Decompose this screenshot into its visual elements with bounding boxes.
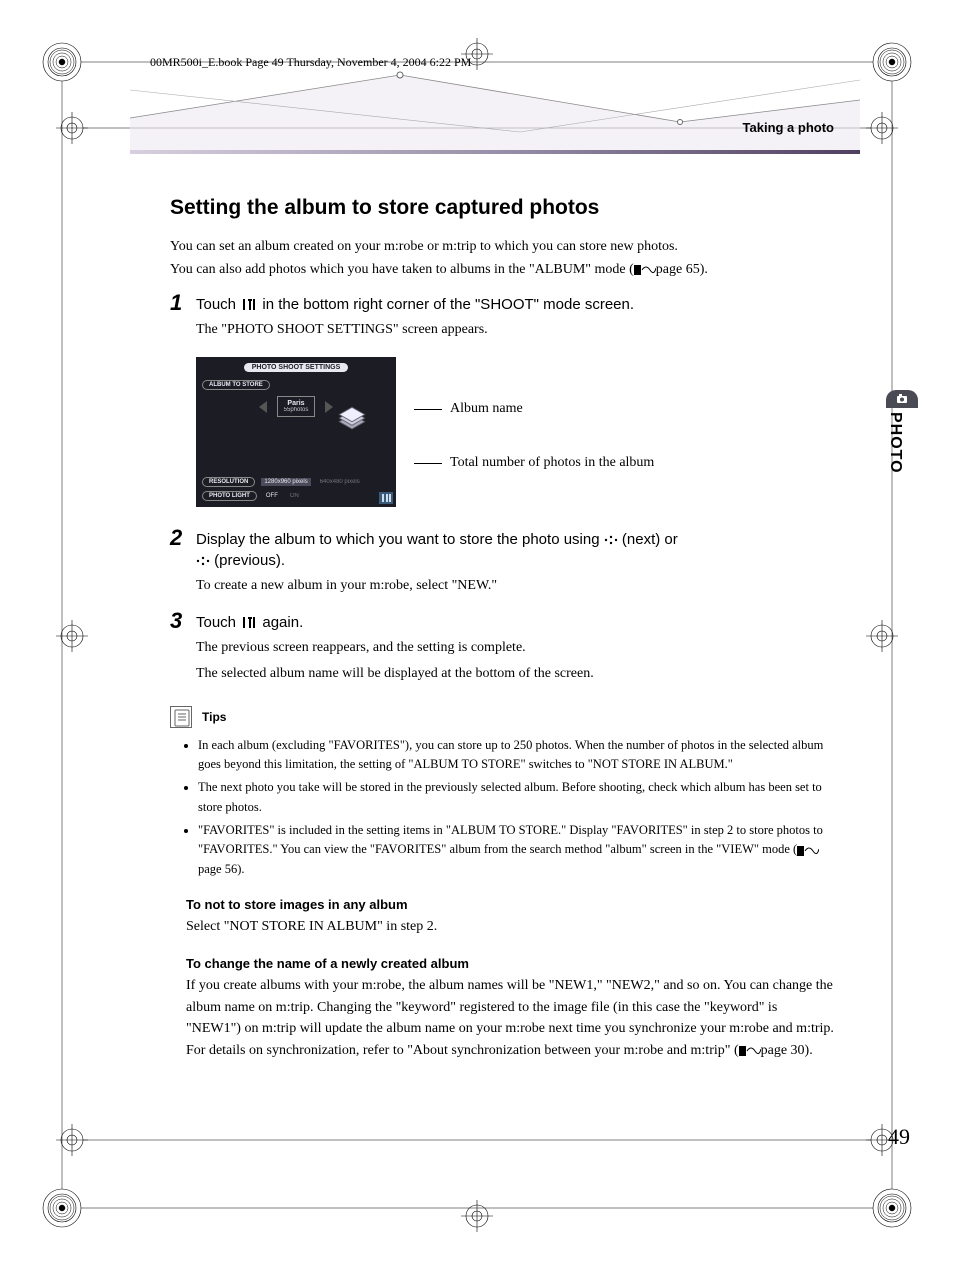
step-3-result-1: The previous screen reappears, and the s… — [196, 637, 834, 659]
camera-icon — [896, 393, 908, 405]
subtext-rename: If you create albums with your m:robe, t… — [186, 975, 834, 1062]
step-number: 2 — [170, 527, 196, 597]
step-1: 1 Touch in the bottom right corner of th… — [170, 294, 834, 341]
tips-section: Tips In each album (excluding "FAVORITES… — [170, 706, 834, 880]
reference-icon — [739, 1045, 761, 1057]
step-number: 3 — [170, 610, 196, 686]
running-header: 00MR500i_E.book Page 49 Thursday, Novemb… — [150, 55, 874, 70]
step-number: 1 — [170, 292, 196, 341]
step-2-instruction: Display the album to which you want to s… — [196, 529, 834, 571]
next-dots-icon — [604, 534, 618, 546]
section-tab-label: PHOTO — [886, 412, 904, 474]
step-3-result-2: The selected album name will be displaye… — [196, 663, 834, 685]
header-decoration — [120, 70, 874, 156]
prev-arrow-icon — [259, 401, 267, 413]
step-2-note: To create a new album in your m:robe, se… — [196, 575, 834, 597]
next-arrow-icon — [325, 401, 333, 413]
resolution-option-1: 1280x960 pixels — [261, 478, 310, 486]
page-title: Setting the album to store captured phot… — [170, 196, 834, 220]
tips-label: Tips — [202, 710, 226, 724]
corner-settings-icon — [379, 492, 393, 504]
reference-icon — [797, 845, 819, 857]
section-name: Taking a photo — [743, 120, 834, 135]
callout-photo-count: Total number of photos in the album — [450, 455, 654, 471]
device-screenshot: PHOTO SHOOT SETTINGS ALBUM TO STORE Pari… — [196, 357, 396, 507]
album-card: Paris 55photos — [277, 396, 316, 417]
tip-item: The next photo you take will be stored i… — [198, 778, 834, 817]
step-3: 3 Touch again. The previous screen reapp… — [170, 612, 834, 686]
light-off-option: OFF — [263, 492, 281, 500]
section-tab: PHOTO — [886, 390, 918, 486]
subhead-not-store: To not to store images in any album — [186, 897, 834, 912]
light-on-option: ON — [287, 492, 302, 500]
settings-tool-icon — [240, 616, 258, 630]
tip-item: "FAVORITES" is included in the setting i… — [198, 821, 834, 879]
reference-icon — [634, 264, 656, 276]
album-to-store-label: ALBUM TO STORE — [202, 380, 270, 390]
intro-line-1: You can set an album created on your m:r… — [170, 236, 834, 257]
photo-stack-icon — [334, 405, 370, 433]
callout-album-name: Album name — [450, 401, 523, 417]
screenshot-figure: PHOTO SHOOT SETTINGS ALBUM TO STORE Pari… — [196, 357, 834, 507]
page-number: 49 — [888, 1124, 910, 1150]
resolution-label: RESOLUTION — [202, 477, 255, 487]
intro-line-2: You can also add photos which you have t… — [170, 259, 834, 280]
step-1-result: The "PHOTO SHOOT SETTINGS" screen appear… — [196, 319, 834, 341]
prev-dots-icon — [196, 555, 210, 567]
step-2: 2 Display the album to which you want to… — [170, 529, 834, 597]
screen-title: PHOTO SHOOT SETTINGS — [244, 363, 349, 372]
album-name: Paris — [284, 400, 309, 407]
step-1-instruction: Touch in the bottom right corner of the … — [196, 294, 834, 315]
subtext-not-store: Select "NOT STORE IN ALBUM" in step 2. — [186, 916, 834, 938]
subhead-rename: To change the name of a newly created al… — [186, 956, 834, 971]
settings-tool-icon — [240, 298, 258, 312]
resolution-option-2: 640x480 pixels — [317, 478, 363, 486]
album-photo-count: 55photos — [284, 407, 309, 413]
step-3-instruction: Touch again. — [196, 612, 834, 633]
photo-light-label: PHOTO LIGHT — [202, 491, 257, 501]
tips-icon — [170, 706, 192, 728]
tip-item: In each album (excluding "FAVORITES"), y… — [198, 736, 834, 775]
